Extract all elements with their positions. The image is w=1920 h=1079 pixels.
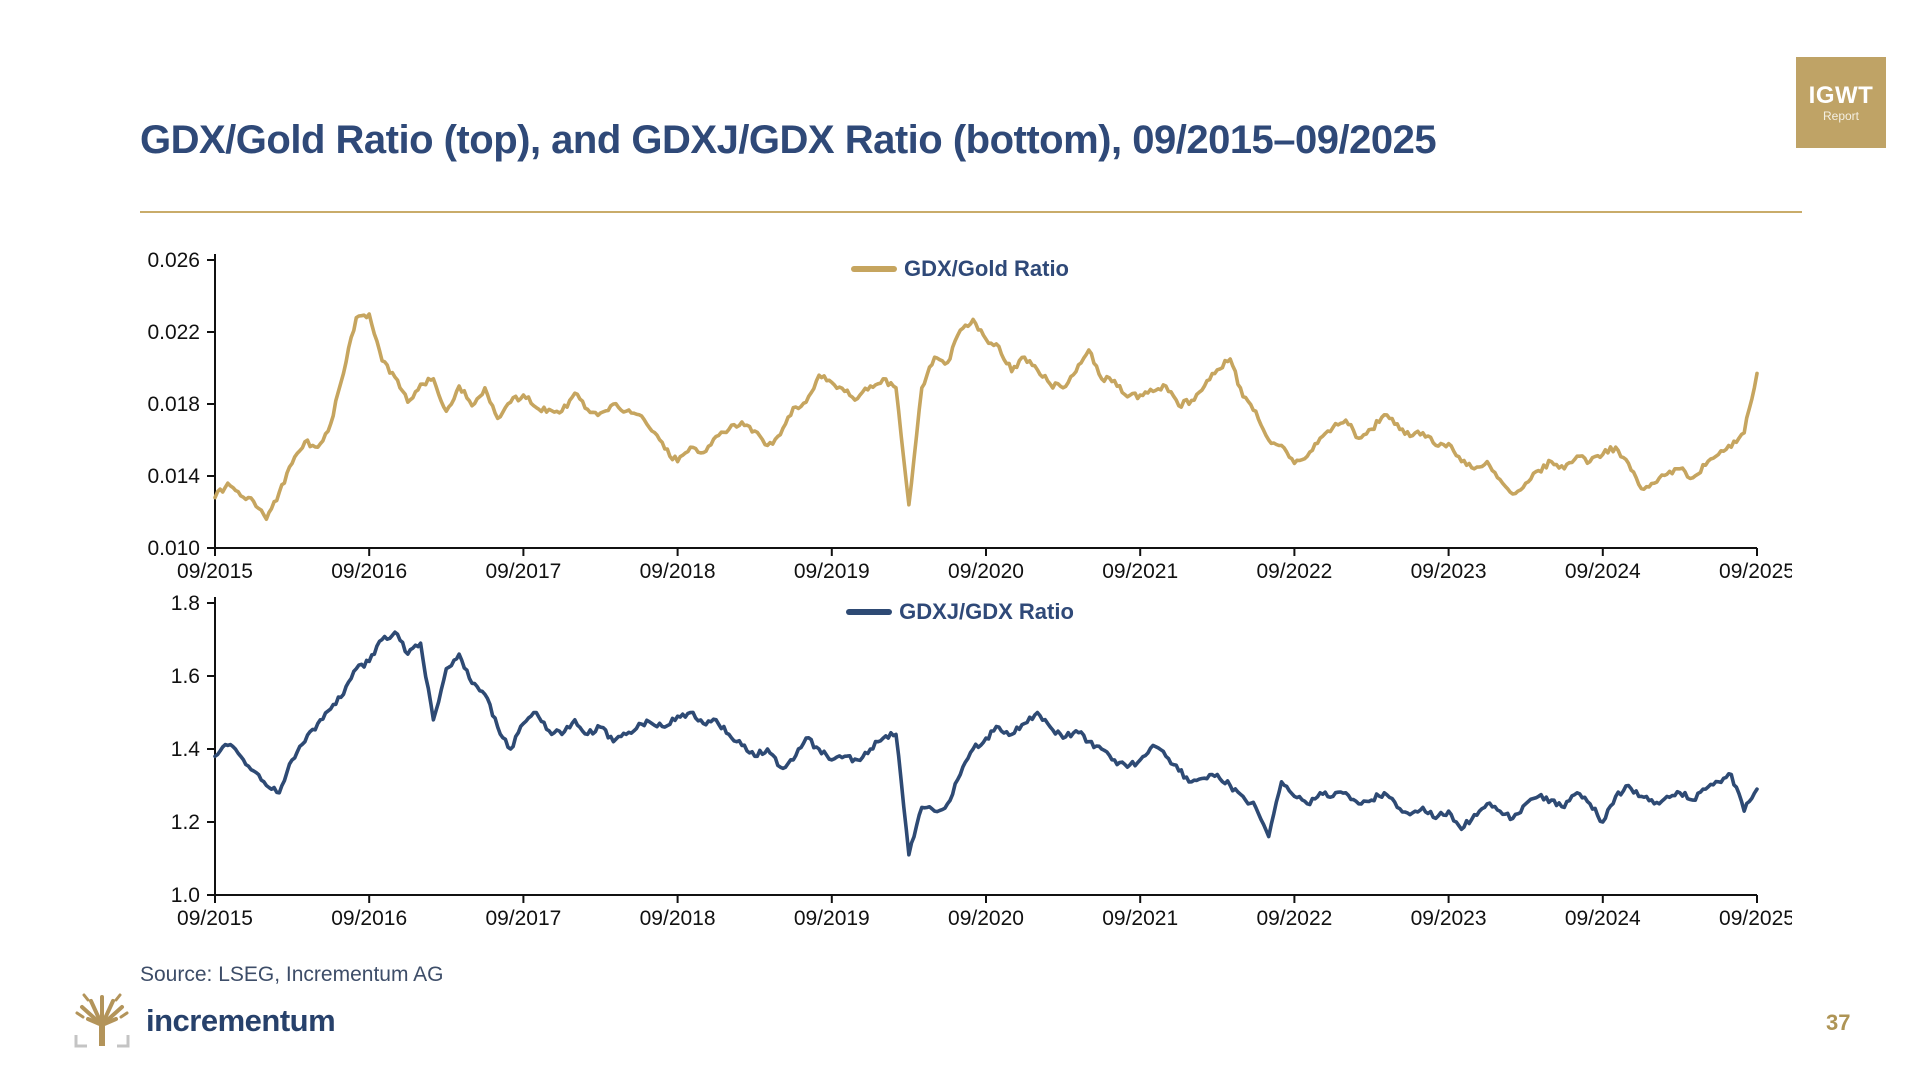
y-tick-label: 1.6 (171, 665, 200, 688)
x-tick-label: 09/2022 (1256, 907, 1332, 930)
igwt-report-logo: IGWT Report (1796, 57, 1886, 148)
x-tick-label: 09/2021 (1102, 560, 1178, 583)
igwt-logo-title: IGWT (1808, 81, 1874, 109)
incrementum-logo: incrementum (74, 993, 336, 1049)
gdx-gold-legend-label: GDX/Gold Ratio (904, 256, 1069, 281)
source-note: Source: LSEG, Incrementum AG (140, 963, 444, 986)
gdx-gold-ratio-line (213, 312, 1759, 522)
page-title: GDX/Gold Ratio (top), and GDXJ/GDX Ratio… (140, 118, 1437, 162)
x-tick-label: 09/2024 (1565, 907, 1641, 930)
y-tick-label: 0.018 (147, 393, 200, 416)
y-tick-label: 1.0 (171, 884, 200, 907)
x-tick-label: 09/2018 (640, 907, 716, 930)
y-tick-label: 1.2 (171, 811, 200, 834)
gdxj-gdx-legend-label: GDXJ/GDX Ratio (899, 599, 1074, 624)
y-tick-label: 1.8 (171, 592, 200, 615)
incrementum-wordmark: incrementum (146, 1003, 336, 1038)
x-tick-label: 09/2022 (1256, 560, 1332, 583)
x-tick-label: 09/2020 (948, 560, 1024, 583)
x-tick-label: 09/2019 (794, 907, 870, 930)
x-tick-label: 09/2018 (640, 560, 716, 583)
y-tick-label: 0.026 (147, 249, 200, 272)
x-tick-label: 09/2016 (331, 560, 407, 583)
y-tick-label: 0.010 (147, 537, 200, 560)
y-tick-label: 0.014 (147, 465, 200, 488)
x-tick-label: 09/2019 (794, 560, 870, 583)
x-tick-label: 09/2025 (1719, 560, 1792, 583)
x-tick-label: 09/2015 (177, 560, 253, 583)
x-tick-label: 09/2017 (485, 907, 561, 930)
incrementum-tree-icon (74, 993, 130, 1048)
x-tick-label: 09/2023 (1411, 560, 1487, 583)
x-tick-label: 09/2023 (1411, 907, 1487, 930)
navy-line-swatch-icon (846, 609, 893, 615)
gold-line-swatch-icon (851, 266, 897, 272)
y-tick-label: 0.022 (147, 321, 200, 344)
x-tick-label: 09/2015 (177, 907, 253, 930)
y-tick-label: 1.4 (171, 738, 201, 761)
x-tick-label: 09/2016 (331, 907, 407, 930)
x-tick-label: 09/2017 (485, 560, 561, 583)
gdxj-gdx-ratio-line (213, 630, 1759, 857)
x-tick-label: 09/2020 (948, 907, 1024, 930)
gdxj-gdx-ratio-chart: 1.8 1.6 1.4 1.2 1.009/2015 09/2016 09/2017 09/2… (171, 592, 1792, 930)
gdxj-gdx-legend: GDXJ/GDX Ratio (0, 599, 1920, 625)
page-number: 37 (1826, 1010, 1851, 1035)
title-underline (140, 211, 1802, 213)
gdx-gold-legend: GDX/Gold Ratio (0, 256, 1920, 282)
igwt-logo-subtitle: Report (1822, 108, 1860, 123)
x-tick-label: 09/2021 (1102, 907, 1178, 930)
x-tick-label: 09/2024 (1565, 560, 1641, 583)
x-tick-label: 09/2025 (1719, 907, 1792, 930)
